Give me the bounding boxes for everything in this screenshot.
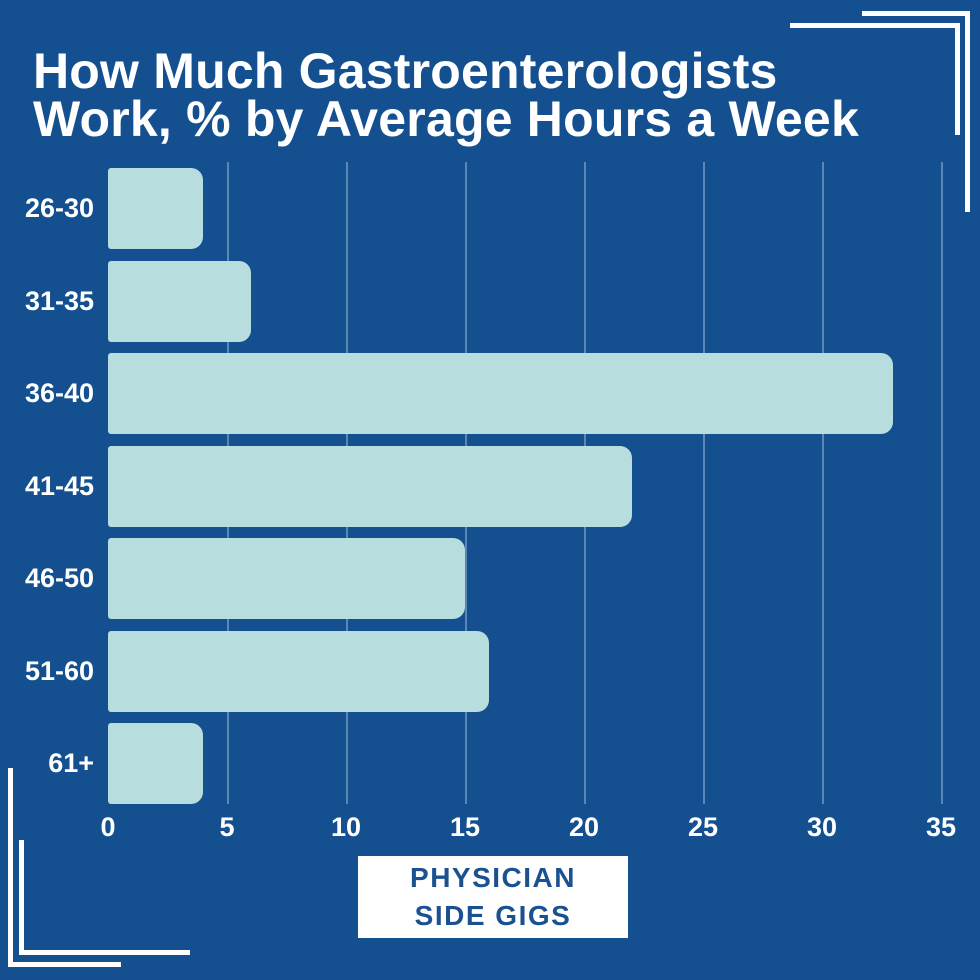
bar-46-50 <box>108 538 465 619</box>
x-tick-label-5: 5 <box>219 812 235 842</box>
x-tick-label-30: 30 <box>806 812 838 842</box>
bar-61+ <box>108 723 204 804</box>
bar-row-41-45: 41-45 <box>25 445 941 527</box>
chart-title: How Much Gastroenterologists Work, % by … <box>33 43 859 147</box>
x-tick-label-10: 10 <box>330 812 362 842</box>
x-tick-label-35: 35 <box>925 812 957 842</box>
bar-row-46-50: 46-50 <box>25 538 941 619</box>
physician-side-gigs-logo: PHYSICIAN SIDE GIGS <box>358 856 628 938</box>
gridline-25 <box>703 162 705 804</box>
category-label-26-30: 26-30 <box>24 193 94 223</box>
bar-row-26-30: 26-30 <box>25 168 941 249</box>
bar-rows: 26-30 31-35 36-40 41-45 46-50 51-60 61+ <box>25 168 941 804</box>
bar-row-51-60: 51-60 <box>25 630 941 712</box>
bar-31-35 <box>108 260 251 342</box>
chart-title-line1: How Much Gastroenterologists <box>33 43 778 99</box>
bar-row-61+: 61+ <box>48 723 941 804</box>
category-label-51-60: 51-60 <box>24 655 94 686</box>
bar-row-36-40: 36-40 <box>25 353 941 434</box>
chart-title-line2: Work, % by Average Hours a Week <box>33 91 859 147</box>
x-tick-label-0: 0 <box>100 812 116 842</box>
gridline-35 <box>941 162 943 804</box>
x-tick-label-25: 25 <box>687 812 719 842</box>
bar-chart-plot-area: 26-30 31-35 36-40 41-45 46-50 51-60 61+ <box>25 162 943 804</box>
logo-line2: SIDE GIGS <box>414 900 572 931</box>
gridline-30 <box>822 162 824 804</box>
bar-41-45 <box>108 445 632 527</box>
corner-bracket-bottom-left-outer <box>8 768 121 967</box>
x-axis-tick-labels: 0 5 10 15 20 25 30 35 <box>0 806 980 848</box>
category-label-41-45: 41-45 <box>24 470 94 501</box>
bar-row-31-35: 31-35 <box>25 260 941 342</box>
corner-bracket-top-right-outer <box>862 11 970 212</box>
x-tick-label-20: 20 <box>568 812 600 842</box>
category-label-46-50: 46-50 <box>24 563 94 593</box>
x-tick-label-15: 15 <box>449 812 481 842</box>
bar-51-60 <box>108 630 489 712</box>
logo-line1: PHYSICIAN <box>410 862 576 893</box>
category-label-36-40: 36-40 <box>24 378 94 408</box>
corner-bracket-bottom-left-inner <box>19 840 190 955</box>
bar-26-30 <box>108 168 204 249</box>
bar-36-40 <box>108 353 894 434</box>
category-label-61+: 61+ <box>48 748 94 778</box>
category-label-31-35: 31-35 <box>24 285 94 316</box>
corner-bracket-top-right-inner <box>790 23 960 135</box>
